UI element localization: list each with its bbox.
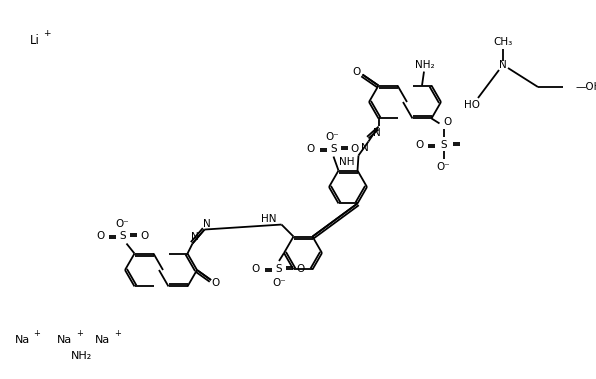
Text: +: +	[76, 329, 83, 338]
Text: O⁻: O⁻	[325, 132, 339, 141]
Text: O: O	[350, 144, 359, 153]
Text: N: N	[372, 128, 380, 138]
Text: NH: NH	[339, 157, 355, 168]
Text: NH₂: NH₂	[415, 60, 435, 69]
Text: O: O	[252, 264, 260, 274]
Text: O: O	[352, 67, 361, 77]
Text: O: O	[296, 264, 304, 274]
Text: HO: HO	[464, 100, 480, 110]
Text: Na: Na	[95, 335, 111, 345]
Text: Li: Li	[30, 33, 40, 47]
Text: N: N	[499, 60, 507, 70]
Text: O⁻: O⁻	[437, 163, 451, 172]
Text: N: N	[361, 144, 368, 153]
Text: +: +	[33, 329, 41, 338]
Text: +: +	[44, 30, 51, 39]
Text: S: S	[276, 264, 283, 274]
Text: N: N	[191, 232, 198, 241]
Text: O: O	[96, 230, 104, 241]
Text: O: O	[141, 230, 149, 241]
Text: +: +	[114, 329, 122, 338]
Text: O⁻: O⁻	[272, 278, 286, 288]
Text: S: S	[330, 144, 337, 153]
Text: O⁻: O⁻	[116, 219, 129, 229]
Text: NH₂: NH₂	[72, 351, 92, 361]
Text: Na: Na	[14, 335, 30, 345]
Text: S: S	[440, 141, 447, 150]
Text: O: O	[443, 117, 452, 127]
Text: O: O	[212, 278, 220, 288]
Text: N: N	[203, 219, 210, 229]
Text: HN: HN	[261, 213, 277, 224]
Text: CH₃: CH₃	[493, 37, 513, 47]
Text: O: O	[415, 141, 424, 150]
Text: O: O	[306, 144, 315, 153]
Text: —OH: —OH	[576, 82, 596, 92]
Text: Na: Na	[57, 335, 73, 345]
Text: S: S	[119, 230, 126, 241]
